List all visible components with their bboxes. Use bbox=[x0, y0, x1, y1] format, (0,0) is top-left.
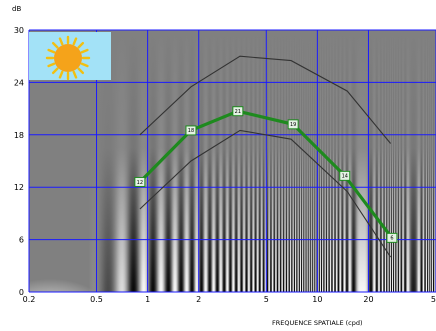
x-tick-label: 10 bbox=[312, 295, 322, 304]
sun-ray bbox=[80, 48, 89, 54]
measured-curve: 12 18 21 19 14 6 bbox=[134, 106, 398, 243]
measured-line bbox=[138, 109, 394, 239]
sun-ray bbox=[47, 48, 56, 54]
x-axis-ticks: 0.2 0.5 1 2 5 10 20 50 bbox=[23, 295, 436, 304]
norm-curves bbox=[139, 55, 392, 258]
upper-norm-line bbox=[139, 55, 392, 144]
data-point-marker bbox=[287, 119, 299, 130]
x-tick-label: 2 bbox=[196, 295, 201, 304]
x-tick-label: 5 bbox=[264, 295, 269, 304]
sun-icon bbox=[29, 32, 111, 81]
y-tick-label: 12 bbox=[14, 183, 24, 192]
y-tick-label: 6 bbox=[19, 236, 24, 245]
data-point-marker bbox=[232, 106, 244, 117]
sun-ray bbox=[58, 70, 64, 79]
y-tick-label: 0 bbox=[19, 288, 24, 297]
sun-ray bbox=[80, 62, 89, 68]
lower-norm-line bbox=[139, 129, 392, 258]
x-tick-label: 0.2 bbox=[23, 295, 36, 304]
y-axis-ticks: 0 6 12 18 24 30 bbox=[14, 26, 24, 297]
sun-ray bbox=[58, 37, 64, 46]
sun-rays bbox=[45, 35, 91, 81]
x-tick-label: 50 bbox=[431, 295, 436, 304]
data-point-marker bbox=[386, 232, 398, 243]
sun-ray bbox=[51, 67, 59, 75]
sun-ray bbox=[72, 37, 78, 46]
data-point-label: 18 bbox=[188, 128, 194, 134]
sun-ray bbox=[47, 62, 56, 68]
low-frequency-glow bbox=[5, 262, 95, 318]
y-tick-label: 24 bbox=[14, 78, 24, 87]
y-tick-label: 18 bbox=[14, 131, 24, 140]
sun-ray bbox=[72, 70, 78, 79]
data-point-marker bbox=[339, 170, 351, 181]
data-point-marker bbox=[134, 176, 146, 187]
grid-lines bbox=[28, 29, 436, 293]
x-tick-label: 0.5 bbox=[90, 295, 103, 304]
sun-ray bbox=[51, 41, 59, 49]
sun-ray bbox=[77, 67, 85, 75]
x-tick-label: 1 bbox=[145, 295, 150, 304]
data-point-label: 19 bbox=[290, 122, 296, 128]
y-axis-unit: dB bbox=[12, 5, 21, 13]
data-point-label: 6 bbox=[390, 236, 393, 242]
y-tick-label: 30 bbox=[14, 26, 24, 35]
x-tick-label: 20 bbox=[363, 295, 373, 304]
data-point-marker bbox=[185, 125, 197, 136]
sun-disc bbox=[54, 44, 82, 72]
sun-ray bbox=[77, 41, 85, 49]
data-point-label: 14 bbox=[342, 174, 348, 180]
x-axis-label: FREQUENCE SPATIALE (cpd) bbox=[272, 319, 363, 327]
data-point-label: 12 bbox=[137, 180, 143, 186]
data-point-label: 21 bbox=[235, 109, 241, 115]
